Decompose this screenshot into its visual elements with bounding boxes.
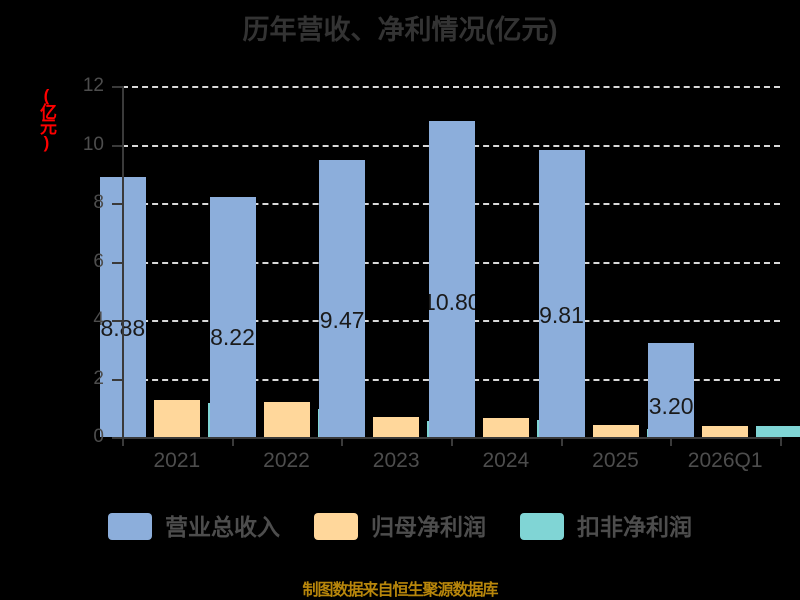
bar-2025-归母净利润[interactable] <box>592 425 639 437</box>
chart-footnote: 制图数据来自恒生聚源数据库 <box>302 582 498 599</box>
y-axis-unit-label: (亿元) <box>37 86 56 150</box>
legend-swatch-icon <box>520 513 564 540</box>
x-tick-mark <box>670 437 673 446</box>
chart-legend: 营业总收入 归母净利润 扣非净利润 <box>0 513 800 540</box>
y-axis-line <box>122 86 124 438</box>
gridline <box>122 86 780 88</box>
y-tick-label: 10 <box>82 133 104 155</box>
x-tick-mark <box>560 437 563 446</box>
y-tick-label: 4 <box>93 309 104 330</box>
chart-title: 历年营收、净利情况(亿元) <box>242 15 558 45</box>
legend-item-归母净利润[interactable]: 归母净利润 <box>314 513 486 540</box>
legend-swatch-icon <box>108 513 152 540</box>
bar-2024-归母净利润[interactable] <box>482 417 529 437</box>
bar-2021-归母净利润[interactable] <box>153 400 200 437</box>
x-tick-mark <box>451 437 453 446</box>
bar-2025-营业总收入[interactable] <box>538 150 585 437</box>
x-tick-label-2022: 2022 <box>263 449 310 472</box>
legend-label: 归母净利润 <box>371 513 486 540</box>
legend-swatch-icon <box>314 513 358 540</box>
y-tick-mark <box>112 144 122 147</box>
y-tick-label: 6 <box>93 250 104 272</box>
bar-2022-营业总收入[interactable] <box>209 196 256 437</box>
y-tick-label: 8 <box>93 192 104 213</box>
x-tick-label-2026Q1: 2026Q1 <box>687 449 763 472</box>
bar-2023-归母净利润[interactable] <box>373 417 420 437</box>
y-tick-mark <box>112 261 122 264</box>
y-tick-mark <box>112 203 122 205</box>
y-tick-mark <box>112 320 122 322</box>
legend-label: 扣非净利润 <box>577 513 692 540</box>
x-tick-label-2023: 2023 <box>372 449 420 472</box>
y-tick-label: 0 <box>93 426 104 447</box>
bar-2024-营业总收入[interactable] <box>428 121 475 437</box>
y-tick-mark <box>112 437 122 439</box>
x-tick-label-2024: 2024 <box>482 449 530 472</box>
bar-2023-营业总收入[interactable] <box>319 160 366 437</box>
y-tick-mark <box>112 86 122 88</box>
plot-area: 8.88 8.22 9.47 10.80 9.81 3.20 <box>99 86 800 439</box>
x-tick-mark <box>341 437 344 446</box>
x-tick-mark <box>122 437 124 446</box>
legend-item-营业总收入[interactable]: 营业总收入 <box>108 513 280 540</box>
x-tick-mark <box>780 437 782 446</box>
bar-2026Q1-扣非净利润[interactable] <box>756 426 800 437</box>
bar-2026Q1-营业总收入[interactable] <box>648 343 695 437</box>
y-tick-label: 2 <box>93 367 104 389</box>
y-tick-label: 12 <box>82 75 104 96</box>
x-tick-label-2025: 2025 <box>592 449 639 472</box>
bar-2026Q1-归母净利润[interactable] <box>702 425 749 437</box>
x-tick-label-2021: 2021 <box>153 449 201 472</box>
legend-label: 营业总收入 <box>165 513 280 540</box>
y-tick-mark <box>112 378 122 381</box>
bar-2022-归母净利润[interactable] <box>263 401 310 437</box>
legend-item-扣非净利润[interactable]: 扣非净利润 <box>520 513 692 540</box>
x-tick-mark <box>231 437 234 446</box>
